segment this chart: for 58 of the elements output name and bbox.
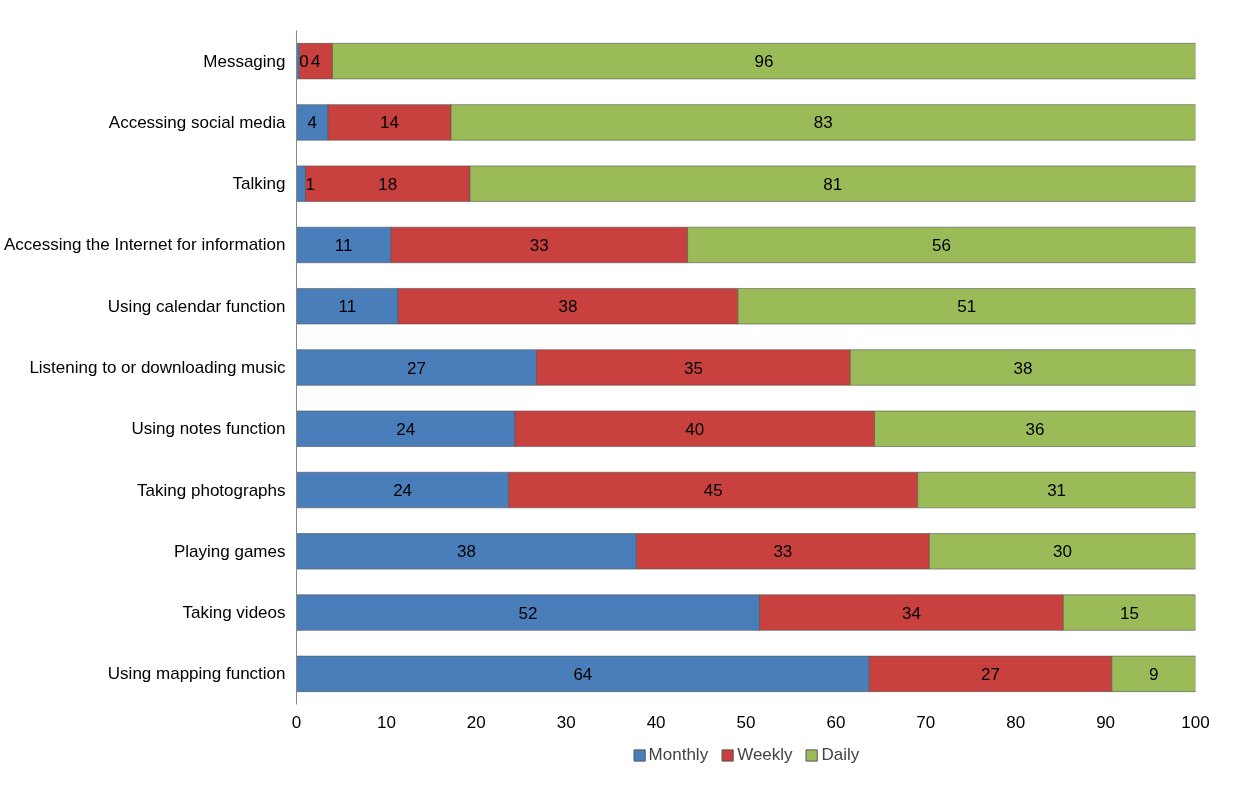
- y-tick-label: Talking: [232, 174, 286, 194]
- data-label: 38: [558, 297, 578, 317]
- y-tick-label: Using calendar function: [107, 296, 286, 316]
- data-label: 4: [307, 113, 317, 133]
- data-label: 30: [1052, 542, 1072, 562]
- data-label: 35: [683, 358, 703, 378]
- data-label: 27: [407, 358, 426, 378]
- data-label: 11: [334, 235, 353, 255]
- x-tick-label: 90: [1096, 712, 1116, 732]
- data-label: 81: [823, 174, 843, 194]
- x-tick-label: 50: [736, 712, 756, 732]
- data-label: 4: [311, 52, 321, 72]
- y-tick-label: Playing games: [174, 541, 286, 561]
- y-tick-label: Messaging: [203, 51, 286, 71]
- data-label: 31: [1047, 481, 1067, 501]
- y-tick-label: Taking photographs: [137, 480, 286, 500]
- data-label: 15: [1119, 603, 1139, 623]
- x-tick-label: 60: [826, 712, 846, 732]
- data-label: 1: [305, 174, 315, 194]
- data-label: 64: [573, 664, 593, 684]
- data-label: 52: [518, 603, 538, 623]
- x-tick-label: 0: [291, 712, 302, 732]
- data-label: 51: [957, 297, 977, 317]
- data-label: 0: [299, 52, 309, 72]
- data-label: 40: [685, 419, 705, 439]
- data-label: 18: [378, 174, 398, 194]
- data-label: 38: [456, 542, 476, 562]
- x-tick-label: 100: [1181, 712, 1210, 732]
- y-tick-label: Taking videos: [182, 603, 286, 623]
- x-tick-label: 40: [646, 712, 666, 732]
- data-label: 9: [1148, 664, 1159, 684]
- data-label: 34: [901, 603, 921, 623]
- x-tick-label: 10: [376, 712, 396, 732]
- data-label: 27: [981, 664, 1000, 684]
- legend-label: Monthly: [648, 745, 709, 765]
- y-tick-label: Accessing social media: [108, 112, 287, 132]
- x-tick-label: 80: [1006, 712, 1026, 732]
- y-tick-label: Listening to or downloading music: [29, 358, 286, 377]
- legend-label: Daily: [821, 745, 860, 765]
- x-tick-label: 70: [916, 712, 936, 732]
- data-label: 11: [338, 297, 357, 317]
- data-label: 45: [703, 481, 723, 501]
- data-label: 56: [932, 235, 951, 255]
- y-tick-label: Using notes function: [131, 419, 286, 439]
- data-label: 83: [813, 113, 833, 133]
- data-label: 33: [529, 235, 549, 255]
- data-label: 24: [393, 481, 413, 501]
- data-label: 33: [773, 542, 793, 562]
- x-tick-label: 20: [466, 712, 486, 732]
- data-label: 24: [396, 419, 416, 439]
- y-tick-label: Accessing the Internet for information: [3, 235, 286, 255]
- data-label: 14: [380, 113, 400, 133]
- data-label: 96: [754, 52, 774, 72]
- data-label: 38: [1013, 358, 1033, 378]
- x-tick-label: 30: [556, 712, 576, 732]
- y-tick-label: Using mapping function: [107, 664, 286, 684]
- data-label: 36: [1025, 419, 1045, 439]
- legend-label: Weekly: [737, 745, 793, 765]
